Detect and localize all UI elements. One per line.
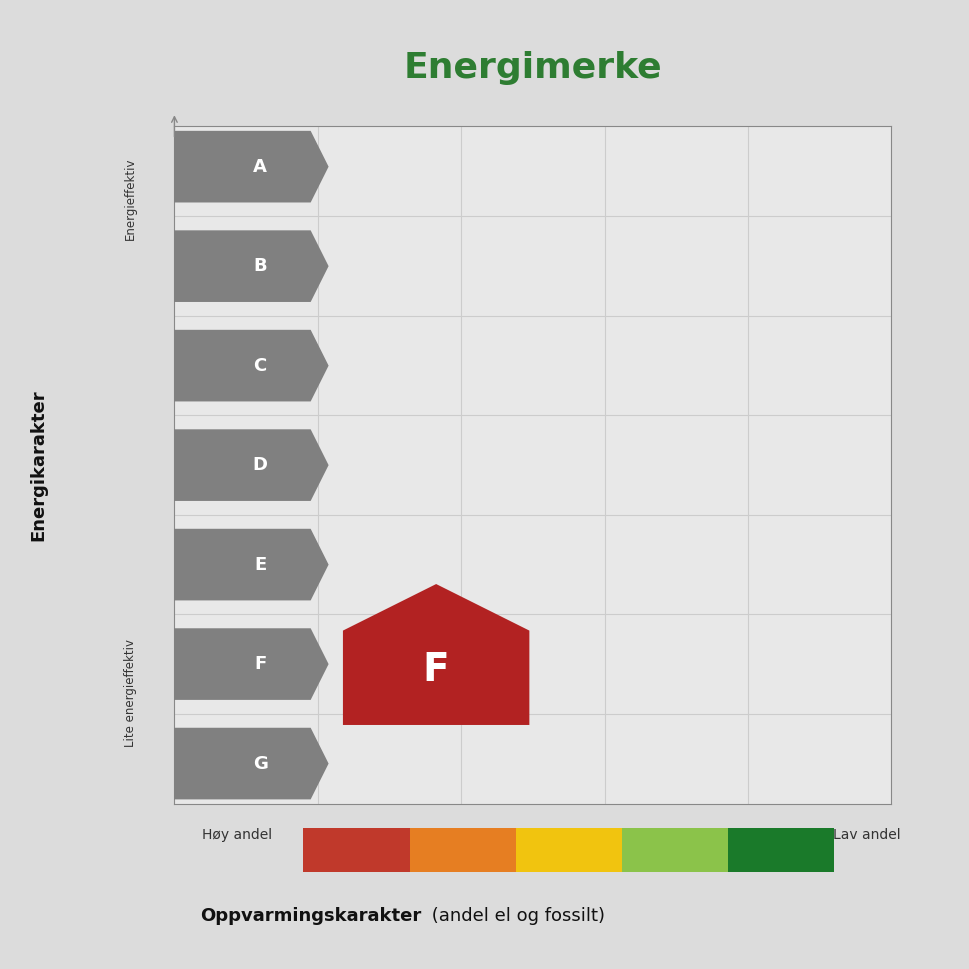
Polygon shape <box>173 529 328 601</box>
Text: Energieffektiv: Energieffektiv <box>124 157 138 240</box>
Text: Lite energieffektiv: Lite energieffektiv <box>124 639 138 747</box>
Text: Lav andel: Lav andel <box>833 828 901 842</box>
Text: Oppvarmingskarakter: Oppvarmingskarakter <box>201 907 422 924</box>
Text: Energikarakter: Energikarakter <box>30 390 47 541</box>
Text: A: A <box>253 158 267 175</box>
Bar <box>410 828 516 872</box>
Text: B: B <box>253 257 266 275</box>
Bar <box>622 828 728 872</box>
Text: (andel el og fossilt): (andel el og fossilt) <box>426 907 606 924</box>
Text: E: E <box>254 555 266 574</box>
Polygon shape <box>173 728 328 799</box>
Polygon shape <box>173 628 328 700</box>
Text: Energimerke: Energimerke <box>404 50 662 85</box>
Text: G: G <box>253 755 267 772</box>
Bar <box>516 828 622 872</box>
Text: C: C <box>254 357 266 375</box>
Text: D: D <box>253 456 267 474</box>
Text: F: F <box>422 651 450 689</box>
Polygon shape <box>173 329 328 401</box>
Bar <box>303 828 410 872</box>
Text: Høy andel: Høy andel <box>203 828 272 842</box>
Polygon shape <box>173 231 328 302</box>
Polygon shape <box>173 131 328 203</box>
Polygon shape <box>173 429 328 501</box>
Polygon shape <box>343 584 529 725</box>
Bar <box>728 828 834 872</box>
Text: F: F <box>254 655 266 673</box>
